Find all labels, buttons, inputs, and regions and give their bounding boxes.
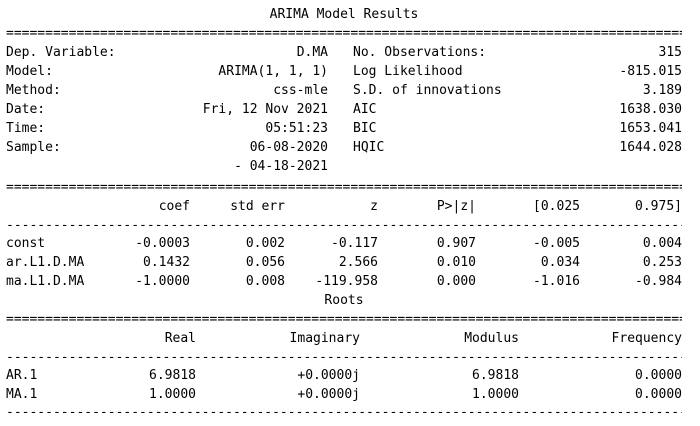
single-rule: ----------------------------------------… (6, 218, 682, 233)
roots-cell: 1.0000 (472, 387, 519, 402)
roots-header: Real (164, 331, 196, 346)
coef-cell: -1.016 (533, 274, 580, 289)
coef-cell: -119.958 (315, 274, 378, 289)
coef-cell: -0.005 (533, 236, 580, 251)
roots-cell: +0.0000j (297, 368, 360, 383)
coef-cell: -0.117 (331, 236, 378, 251)
roots-cell: 1.0000 (149, 387, 196, 402)
summary-left-label: Method: (6, 83, 61, 98)
double-rule: ========================================… (6, 180, 682, 195)
coef-cell: ar.L1.D.MA (6, 255, 85, 270)
table-row: ar.L1.D.MA 0.1432 0.056 2.566 0.010 0.03… (6, 253, 682, 272)
roots-cell: +0.0000j (297, 387, 360, 402)
coef-cell: 2.566 (338, 255, 378, 270)
coef-header-row: coef std err z P>|z| [0.025 0.975] (6, 197, 682, 216)
summary-row: Dep. Variable: D.MA No. Observations: 31… (6, 43, 682, 62)
coef-cell: 0.056 (245, 255, 285, 270)
roots-title: Roots (324, 293, 364, 308)
coef-header: [0.025 (533, 199, 580, 214)
coef-cell: 0.000 (436, 274, 476, 289)
summary-left-label: Date: (6, 102, 46, 117)
roots-header: Imaginary (289, 331, 360, 346)
results-title: ARIMA Model Results (269, 7, 419, 22)
summary-left-value: css-mle (273, 83, 328, 98)
summary-row: Method: css-mle S.D. of innovations 3.18… (6, 81, 682, 100)
summary-row: Sample: 06-08-2020 HQIC 1644.028 (6, 138, 682, 157)
roots-cell: AR.1 (6, 368, 38, 383)
coef-header: coef (158, 199, 190, 214)
table-row: MA.1 1.0000 +0.0000j 1.0000 0.0000 (6, 385, 682, 404)
summary-right-value: 315 (658, 45, 682, 60)
double-rule: ========================================… (6, 312, 682, 327)
roots-cell: 0.0000 (635, 387, 682, 402)
summary-left-value: ARIMA(1, 1, 1) (218, 64, 328, 79)
table-row: ma.L1.D.MA -1.0000 0.008 -119.958 0.000 … (6, 272, 682, 291)
table-row: AR.1 6.9818 +0.0000j 6.9818 0.0000 (6, 366, 682, 385)
summary-right-label: HQIC (353, 140, 385, 155)
roots-cell: MA.1 (6, 387, 38, 402)
coef-cell: 0.010 (436, 255, 476, 270)
summary-right-value: -815.015 (619, 64, 682, 79)
summary-left-value: 05:51:23 (265, 121, 328, 136)
roots-cell: 6.9818 (472, 368, 519, 383)
coef-cell: 0.008 (245, 274, 285, 289)
summary-right-value: 1638.030 (619, 102, 682, 117)
summary-left-label: Sample: (6, 140, 61, 155)
summary-left-label: Model: (6, 64, 53, 79)
summary-right-value: 1644.028 (619, 140, 682, 155)
coef-header: 0.975] (635, 199, 682, 214)
summary-left-label: Time: (6, 121, 46, 136)
coef-cell: 0.004 (642, 236, 682, 251)
summary-right-label: Log Likelihood (353, 64, 463, 79)
summary-row: Model: ARIMA(1, 1, 1) Log Likelihood -81… (6, 62, 682, 81)
single-rule: ----------------------------------------… (6, 350, 682, 365)
coef-cell: ma.L1.D.MA (6, 274, 85, 289)
coef-cell: const (6, 236, 46, 251)
summary-right-value: 1653.041 (619, 121, 682, 136)
table-row: const -0.0003 0.002 -0.117 0.907 -0.005 … (6, 234, 682, 253)
summary-right-label: No. Observations: (353, 45, 487, 60)
coef-cell: -0.984 (635, 274, 682, 289)
coef-header: z (370, 199, 378, 214)
single-rule: ----------------------------------------… (6, 405, 682, 420)
summary-right-label: S.D. of innovations (353, 83, 502, 98)
coef-cell: -0.0003 (135, 236, 190, 251)
summary-left-value: 06-08-2020 (249, 140, 328, 155)
summary-right-label: BIC (353, 121, 377, 136)
roots-header: Modulus (464, 331, 519, 346)
coef-cell: -1.0000 (135, 274, 190, 289)
summary-right-label: AIC (353, 102, 377, 117)
coef-cell: 0.034 (540, 255, 580, 270)
summary-left-value: Fri, 12 Nov 2021 (202, 102, 328, 117)
roots-cell: 0.0000 (635, 368, 682, 383)
roots-header-row: Real Imaginary Modulus Frequency (6, 329, 682, 348)
double-rule: ========================================… (6, 26, 682, 41)
summary-left-value: D.MA (296, 45, 328, 60)
summary-left-label: Dep. Variable: (6, 45, 116, 60)
coef-cell: 0.907 (436, 236, 476, 251)
coef-cell: 0.1432 (143, 255, 190, 270)
summary-row: - 04-18-2021 (6, 157, 682, 176)
coef-cell: 0.253 (642, 255, 682, 270)
summary-row: Time: 05:51:23 BIC 1653.041 (6, 119, 682, 138)
coef-header: std err (230, 199, 285, 214)
coef-cell: 0.002 (245, 236, 285, 251)
summary-right-value: 3.189 (642, 83, 682, 98)
summary-left-value: - 04-18-2021 (234, 159, 328, 174)
roots-header: Frequency (611, 331, 682, 346)
coef-header: P>|z| (436, 199, 476, 214)
roots-cell: 6.9818 (149, 368, 196, 383)
summary-row: Date: Fri, 12 Nov 2021 AIC 1638.030 (6, 100, 682, 119)
